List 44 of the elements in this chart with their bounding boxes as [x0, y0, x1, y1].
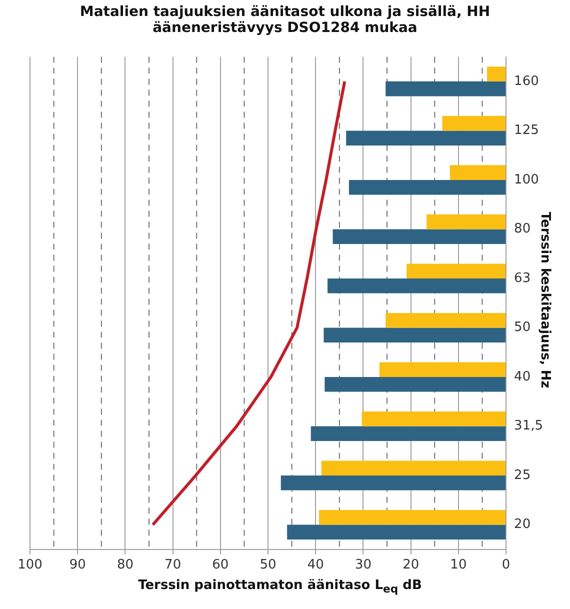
x-tick-label: 20	[402, 558, 420, 573]
bar	[324, 376, 506, 392]
y-tick-label: 40	[514, 369, 531, 384]
y-tick-label: 100	[514, 172, 539, 188]
y-tick-label: 160	[514, 74, 539, 89]
bar	[324, 328, 506, 343]
bar	[442, 116, 506, 131]
y-tick-label: 63	[514, 270, 531, 286]
x-tick-label: 80	[116, 558, 134, 573]
bar	[310, 426, 506, 442]
x-axis-title: Terssin painottamaton äänitaso L$_{eq}$ dB	[137, 578, 423, 596]
x-tick-label: 0	[502, 558, 510, 573]
bar	[332, 229, 506, 244]
bar	[386, 81, 506, 96]
y-tick-label: 20	[514, 517, 531, 532]
bar	[406, 264, 506, 278]
bar	[328, 278, 506, 294]
bar	[287, 524, 506, 540]
y-tick-label: 80	[514, 222, 531, 237]
bar	[280, 476, 506, 490]
bar	[450, 165, 506, 180]
chart-title: Matalien taajuuksien äänitasot ulkona ja sisällä, HH ääneneristävyys DSO1284 mukaa	[78, 4, 492, 36]
bar	[348, 180, 506, 195]
x-tick-label: 100	[18, 558, 42, 573]
bar	[346, 130, 506, 146]
bar	[318, 510, 506, 525]
bar	[386, 312, 506, 328]
x-tick-label: 70	[164, 558, 182, 573]
x-tick-label: 30	[354, 558, 372, 573]
y-tick-label: 50	[514, 320, 531, 336]
y-tick-label: 25	[514, 468, 531, 483]
y-axis-title: Terssin keskitaajuus, Hz	[538, 212, 552, 388]
x-tick-label: 50	[260, 558, 276, 573]
bar	[426, 214, 506, 230]
bar	[379, 362, 506, 377]
bar	[362, 411, 506, 426]
x-tick-label: 90	[69, 558, 86, 573]
x-tick-label: 40	[307, 558, 324, 573]
y-tick-label: 125	[514, 123, 539, 138]
bar	[487, 66, 506, 82]
x-tick-label: 10	[450, 558, 467, 573]
bar	[321, 460, 506, 476]
x-tick-label: 60	[212, 558, 229, 573]
y-tick-label: 31,5	[514, 418, 544, 434]
